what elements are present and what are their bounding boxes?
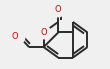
Text: O: O <box>11 32 18 41</box>
Text: O: O <box>40 28 47 37</box>
Text: O: O <box>55 5 62 14</box>
